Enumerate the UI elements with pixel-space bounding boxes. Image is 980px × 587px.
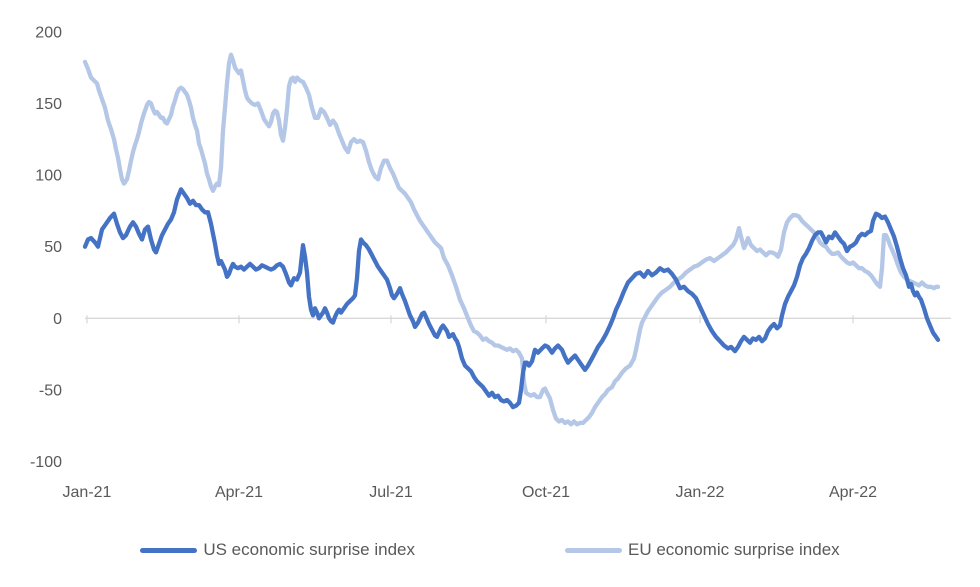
y-axis-label-4: 0 [53,311,62,328]
eu-series-line [82,52,941,427]
x-axis-label-1: Apr-21 [215,484,263,501]
us-legend-label: US economic surprise index [203,540,415,559]
x-axis-label-4: Jan-22 [676,484,725,501]
legend-item-us: US economic surprise index [140,540,415,560]
y-axis-label-0: 200 [35,24,62,41]
chart-legend: US economic surprise index EU economic s… [0,537,980,563]
x-axis-label-3: Oct-21 [522,484,570,501]
eu-line-swatch [565,547,622,553]
x-axis-label-5: Apr-22 [829,484,877,501]
x-axis-label-2: Jul-21 [369,484,413,501]
y-axis-label-5: -50 [39,382,62,399]
eu-legend-label: EU economic surprise index [628,540,840,559]
us-series-line [82,187,941,410]
us-line-swatch [140,547,198,553]
y-axis-label-3: 50 [44,239,62,256]
y-axis-label-2: 100 [35,168,62,185]
y-axis-label-1: 150 [35,96,62,113]
y-axis-label-6: -100 [30,454,62,471]
x-axis-label-0: Jan-21 [63,484,112,501]
plot-area: Jan-21 Apr-21 Jul-21 Oct-21 Jan-22 Apr-22 200 1… [30,24,951,501]
legend-item-eu: EU economic surprise index [565,540,840,560]
